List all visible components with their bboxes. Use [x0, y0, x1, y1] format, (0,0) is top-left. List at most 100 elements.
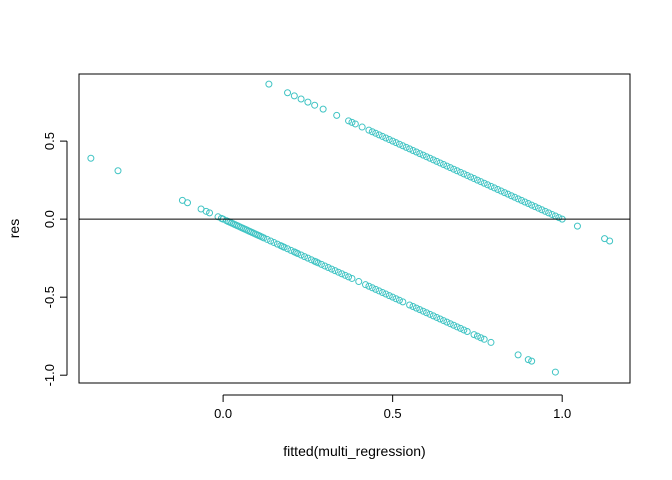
- data-point: [446, 320, 454, 328]
- data-point: [284, 245, 292, 253]
- data-point: [416, 306, 424, 314]
- data-point: [290, 92, 298, 100]
- data-point: [545, 209, 553, 217]
- data-point: [453, 167, 461, 175]
- data-point: [378, 132, 386, 140]
- data-point: [304, 98, 312, 106]
- data-point: [412, 148, 420, 156]
- data-point: [368, 128, 376, 136]
- data-point: [453, 323, 461, 331]
- plot-frame: [78, 73, 631, 384]
- data-point: [497, 187, 505, 195]
- data-point: [477, 334, 485, 342]
- data-point: [385, 136, 393, 144]
- y-tick-label: 0.5: [42, 132, 57, 150]
- data-point: [443, 318, 451, 326]
- data-point: [399, 298, 407, 306]
- data-point: [406, 145, 414, 153]
- x-tick-label: 0.0: [214, 406, 232, 421]
- data-point: [206, 209, 214, 217]
- data-point: [375, 131, 383, 139]
- data-point: [463, 328, 471, 335]
- data-point: [334, 268, 342, 276]
- data-point: [412, 304, 420, 312]
- points-layer: [87, 80, 614, 376]
- data-point: [467, 173, 475, 181]
- data-point: [429, 156, 437, 164]
- data-point: [409, 303, 417, 311]
- data-point: [429, 312, 437, 320]
- data-point: [395, 140, 403, 148]
- data-point: [521, 198, 529, 206]
- data-point: [514, 195, 522, 203]
- data-point: [263, 235, 271, 243]
- data-point: [202, 207, 210, 215]
- data-point: [406, 301, 414, 309]
- data-point: [456, 324, 464, 332]
- data-point: [317, 260, 325, 268]
- data-point: [280, 243, 288, 251]
- data-point: [433, 157, 441, 165]
- y-tick-label: -1.0: [42, 364, 57, 386]
- data-point: [436, 159, 444, 167]
- y-tick-label: -0.5: [42, 286, 57, 308]
- data-point: [314, 259, 322, 267]
- data-point: [399, 142, 407, 150]
- x-tick-label: 0.5: [384, 406, 402, 421]
- data-point: [470, 175, 478, 183]
- data-point: [260, 234, 268, 242]
- data-point: [463, 171, 471, 179]
- data-point: [300, 253, 308, 261]
- data-point: [443, 162, 451, 170]
- data-point: [555, 214, 563, 222]
- data-point: [426, 310, 434, 318]
- data-point: [423, 153, 431, 161]
- data-point: [351, 120, 359, 128]
- data-point: [487, 182, 495, 190]
- data-point: [341, 271, 349, 279]
- data-point: [473, 176, 481, 184]
- data-point: [365, 126, 373, 134]
- data-point: [267, 237, 275, 245]
- data-point: [450, 165, 458, 173]
- data-point: [416, 150, 424, 158]
- data-point: [538, 206, 546, 214]
- data-point: [395, 296, 403, 304]
- data-point: [440, 317, 448, 325]
- y-tick-label: 0.0: [42, 210, 57, 228]
- data-point: [436, 315, 444, 323]
- data-point: [409, 146, 417, 154]
- data-point: [372, 285, 380, 293]
- data-point: [534, 204, 542, 212]
- y-axis: -1.0 -0.5 0.0 0.5: [42, 132, 68, 386]
- data-point: [328, 265, 336, 273]
- data-point: [501, 189, 509, 197]
- data-point: [297, 251, 305, 259]
- x-tick-label: 1.0: [553, 406, 571, 421]
- data-point: [385, 292, 393, 300]
- x-axis-title: fitted(multi_regression): [283, 443, 425, 459]
- data-point: [389, 137, 397, 145]
- data-point: [480, 179, 488, 187]
- data-point: [365, 282, 373, 290]
- data-point: [423, 309, 431, 317]
- data-point: [284, 89, 292, 97]
- data-point: [511, 193, 519, 201]
- data-point: [345, 117, 353, 125]
- data-point: [450, 321, 458, 329]
- data-point: [348, 274, 356, 282]
- data-point: [358, 123, 366, 131]
- data-point: [184, 199, 192, 207]
- data-point: [573, 222, 581, 230]
- data-point: [490, 184, 498, 192]
- data-point: [382, 290, 390, 298]
- data-point: [389, 293, 397, 301]
- data-point: [392, 295, 400, 303]
- data-point: [372, 129, 380, 137]
- data-point: [548, 210, 556, 218]
- y-axis-title: res: [6, 219, 22, 238]
- x-axis: 0.0 0.5 1.0: [214, 394, 571, 421]
- data-point: [524, 356, 532, 364]
